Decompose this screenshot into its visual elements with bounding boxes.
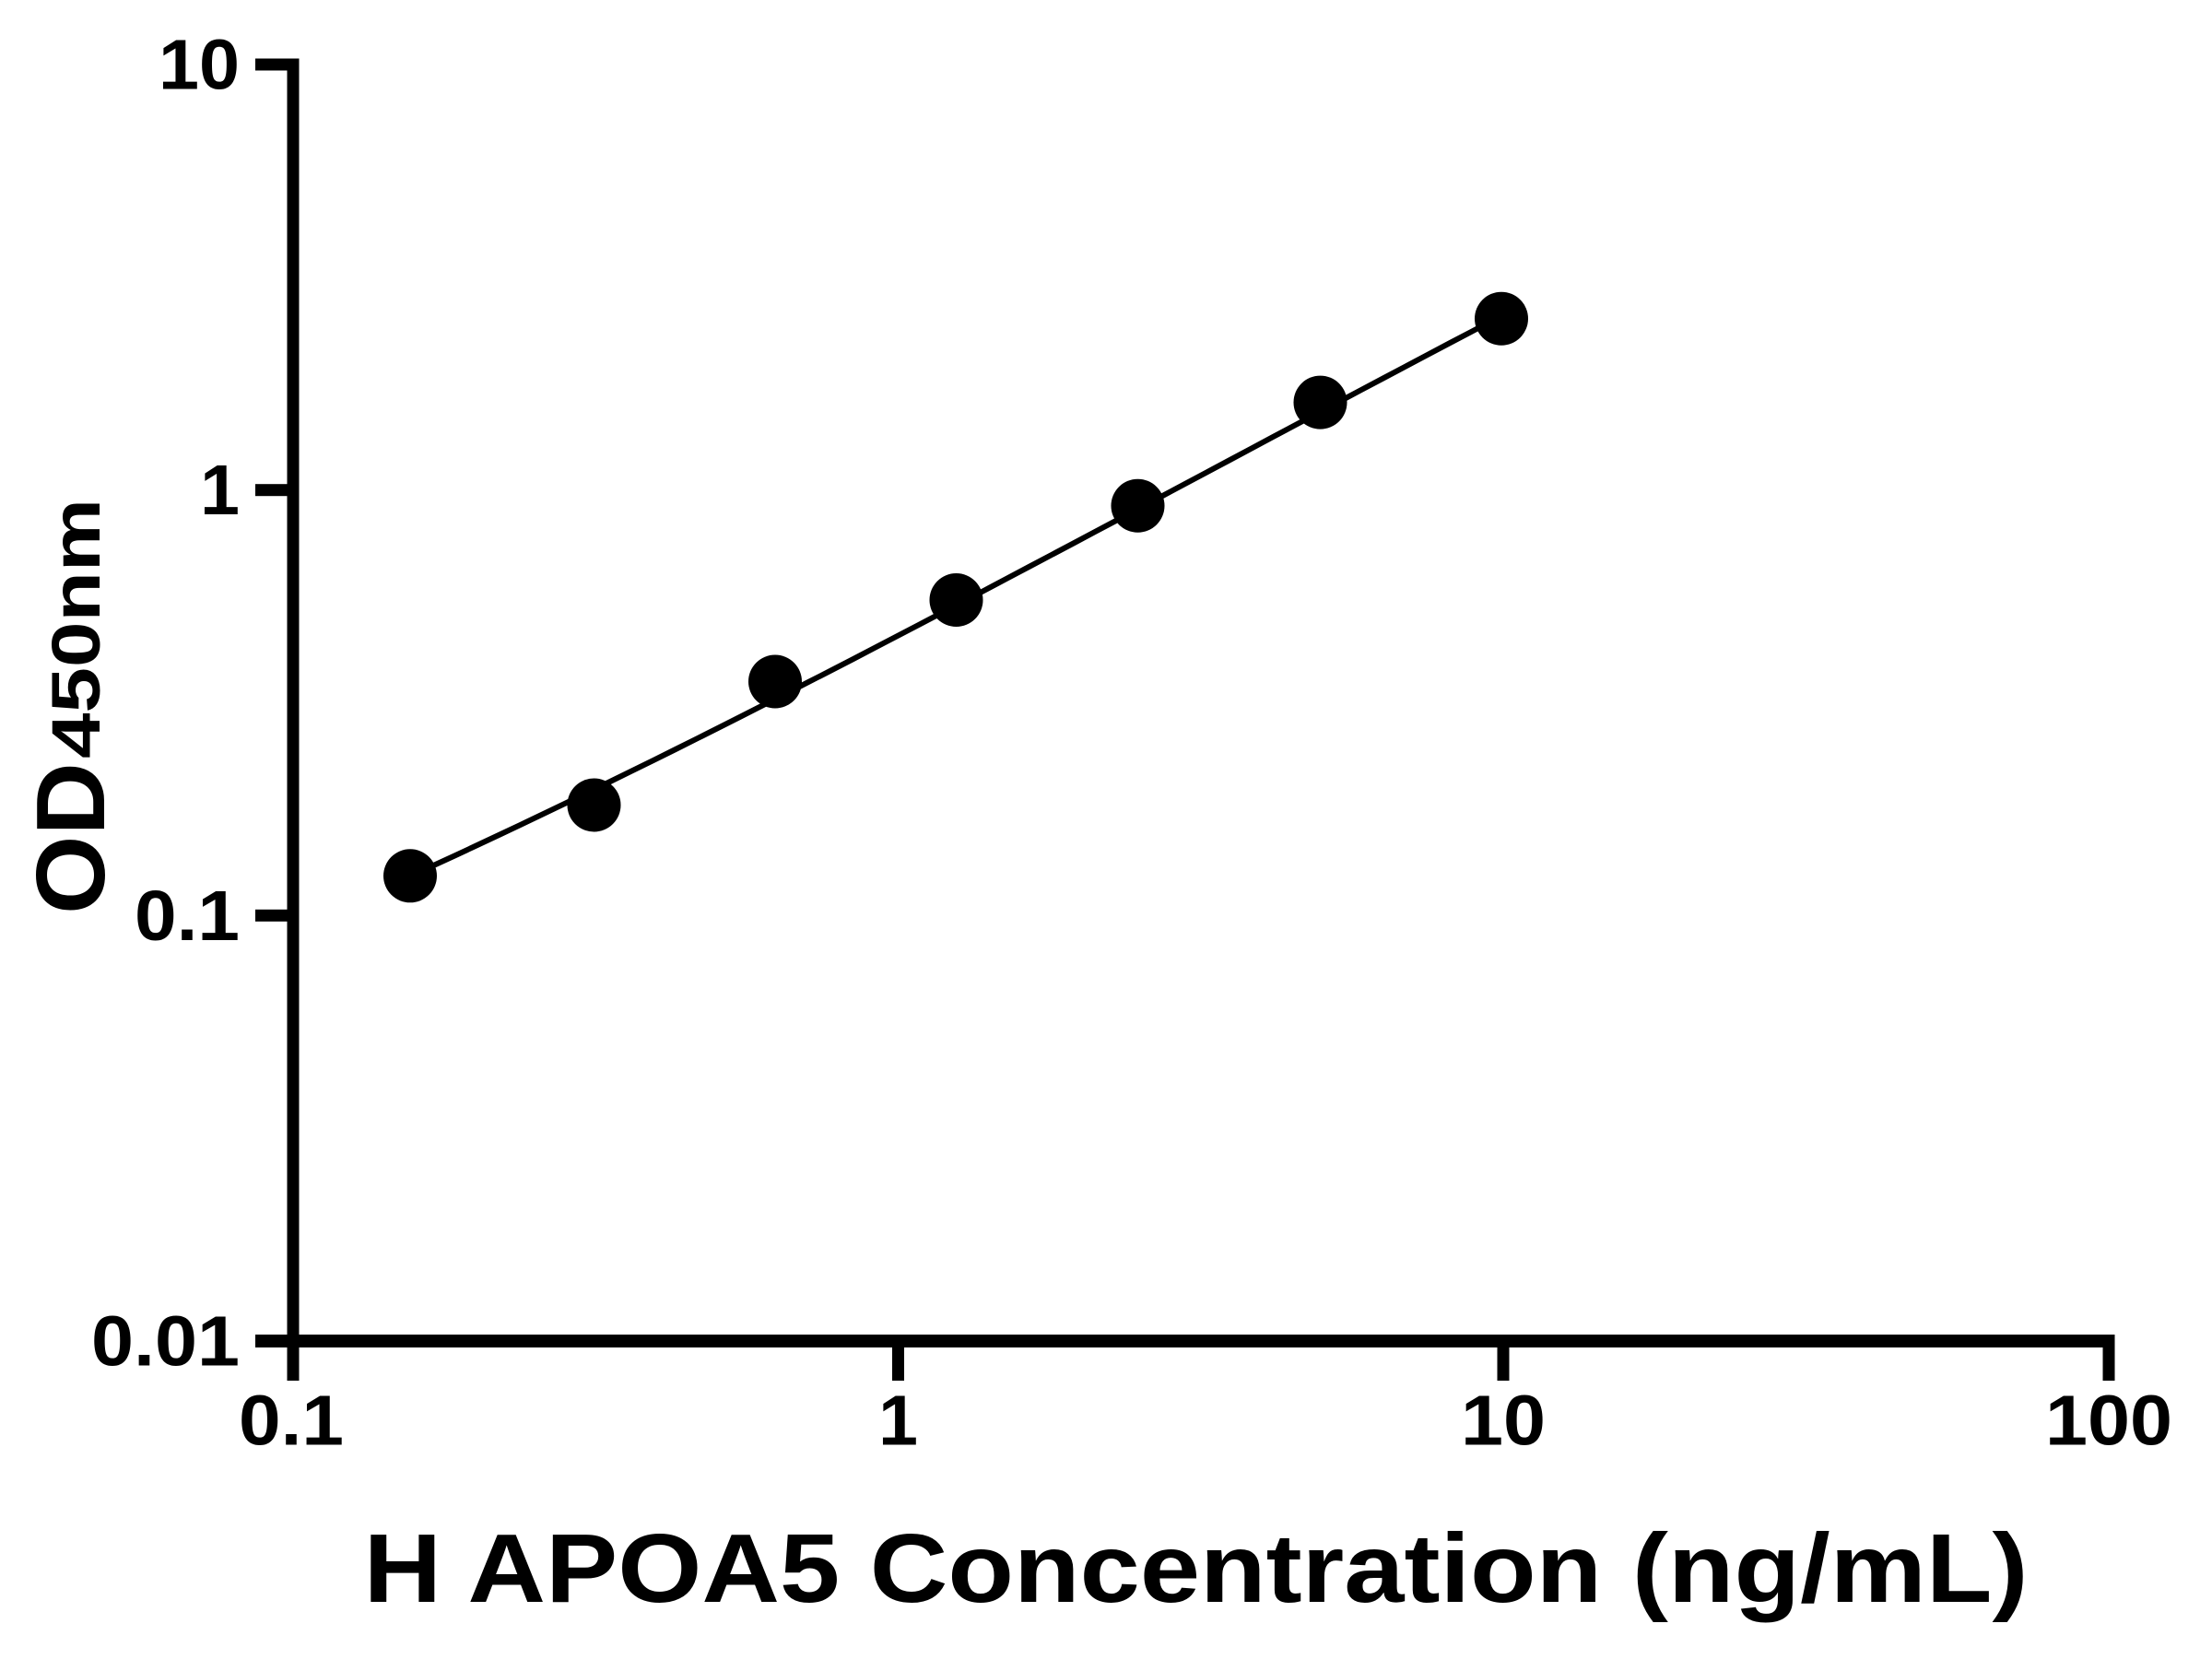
svg-text:100: 100 bbox=[2045, 1382, 2172, 1461]
svg-text:10: 10 bbox=[1461, 1382, 1546, 1461]
svg-text:H APOA5 Concentration (ng/mL): H APOA5 Concentration (ng/mL) bbox=[364, 1514, 2029, 1623]
svg-text:450nm: 450nm bbox=[38, 499, 114, 759]
svg-text:OD: OD bbox=[17, 762, 125, 914]
svg-text:0.01: 0.01 bbox=[91, 1302, 240, 1382]
svg-text:1: 1 bbox=[200, 451, 240, 530]
svg-text:0.1: 0.1 bbox=[239, 1382, 344, 1461]
svg-text:0.1: 0.1 bbox=[135, 877, 240, 956]
svg-text:10: 10 bbox=[159, 26, 240, 105]
svg-text:1: 1 bbox=[878, 1382, 918, 1461]
